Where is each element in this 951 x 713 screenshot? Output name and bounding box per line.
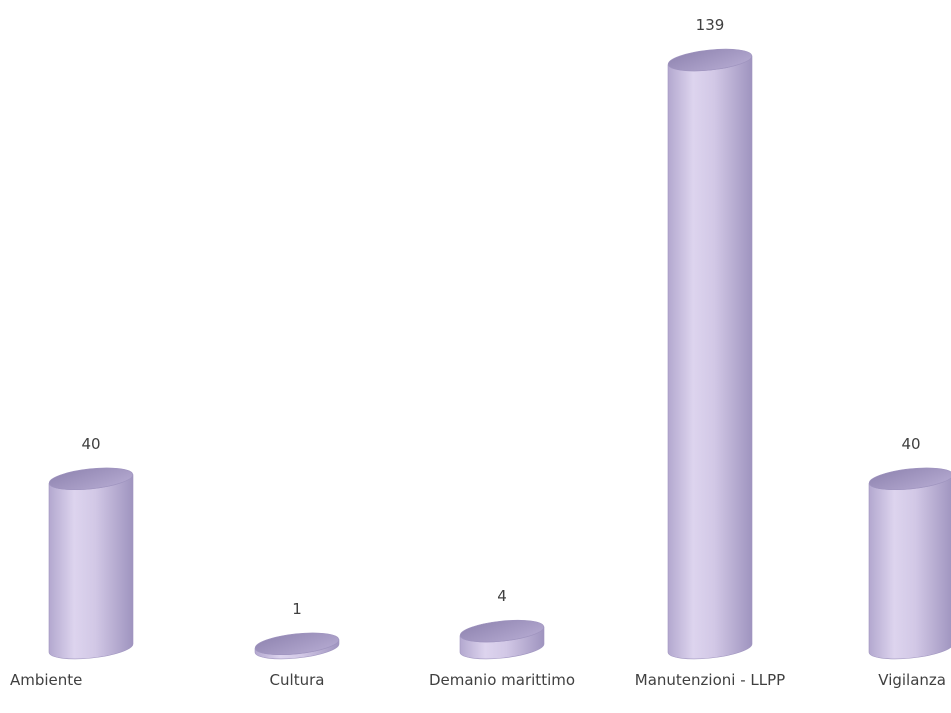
category-label: Demanio marittimo	[429, 671, 575, 689]
category-label: Manutenzioni - LLPP	[635, 671, 785, 689]
data-label: 139	[696, 16, 725, 34]
bar-cultura	[254, 632, 340, 660]
bar-body	[868, 477, 951, 660]
bar-body	[667, 55, 753, 660]
bar-top	[254, 632, 340, 655]
bar-vigilanza	[868, 467, 951, 660]
bar-demanio-marittimo	[459, 619, 545, 660]
bar-top	[667, 48, 753, 72]
category-label: Vigilanza	[878, 671, 946, 689]
category-label: Cultura	[270, 671, 325, 689]
data-label: 4	[497, 587, 507, 605]
data-label: 40	[81, 435, 100, 453]
bars-layer	[48, 48, 951, 660]
data-label: 1	[292, 600, 302, 618]
bar-body	[48, 474, 134, 660]
category-label: Ambiente	[10, 671, 82, 689]
data-label: 40	[901, 435, 920, 453]
bar-top	[459, 619, 545, 643]
bar-manutenzioni-llpp	[667, 48, 753, 660]
labels-layer: 40 Ambiente 1 Cultura 4 Demanio marittimo 139 M…	[10, 16, 946, 689]
bar-top	[48, 467, 134, 490]
bar-ambiente	[48, 467, 134, 660]
bar-top	[868, 467, 951, 490]
